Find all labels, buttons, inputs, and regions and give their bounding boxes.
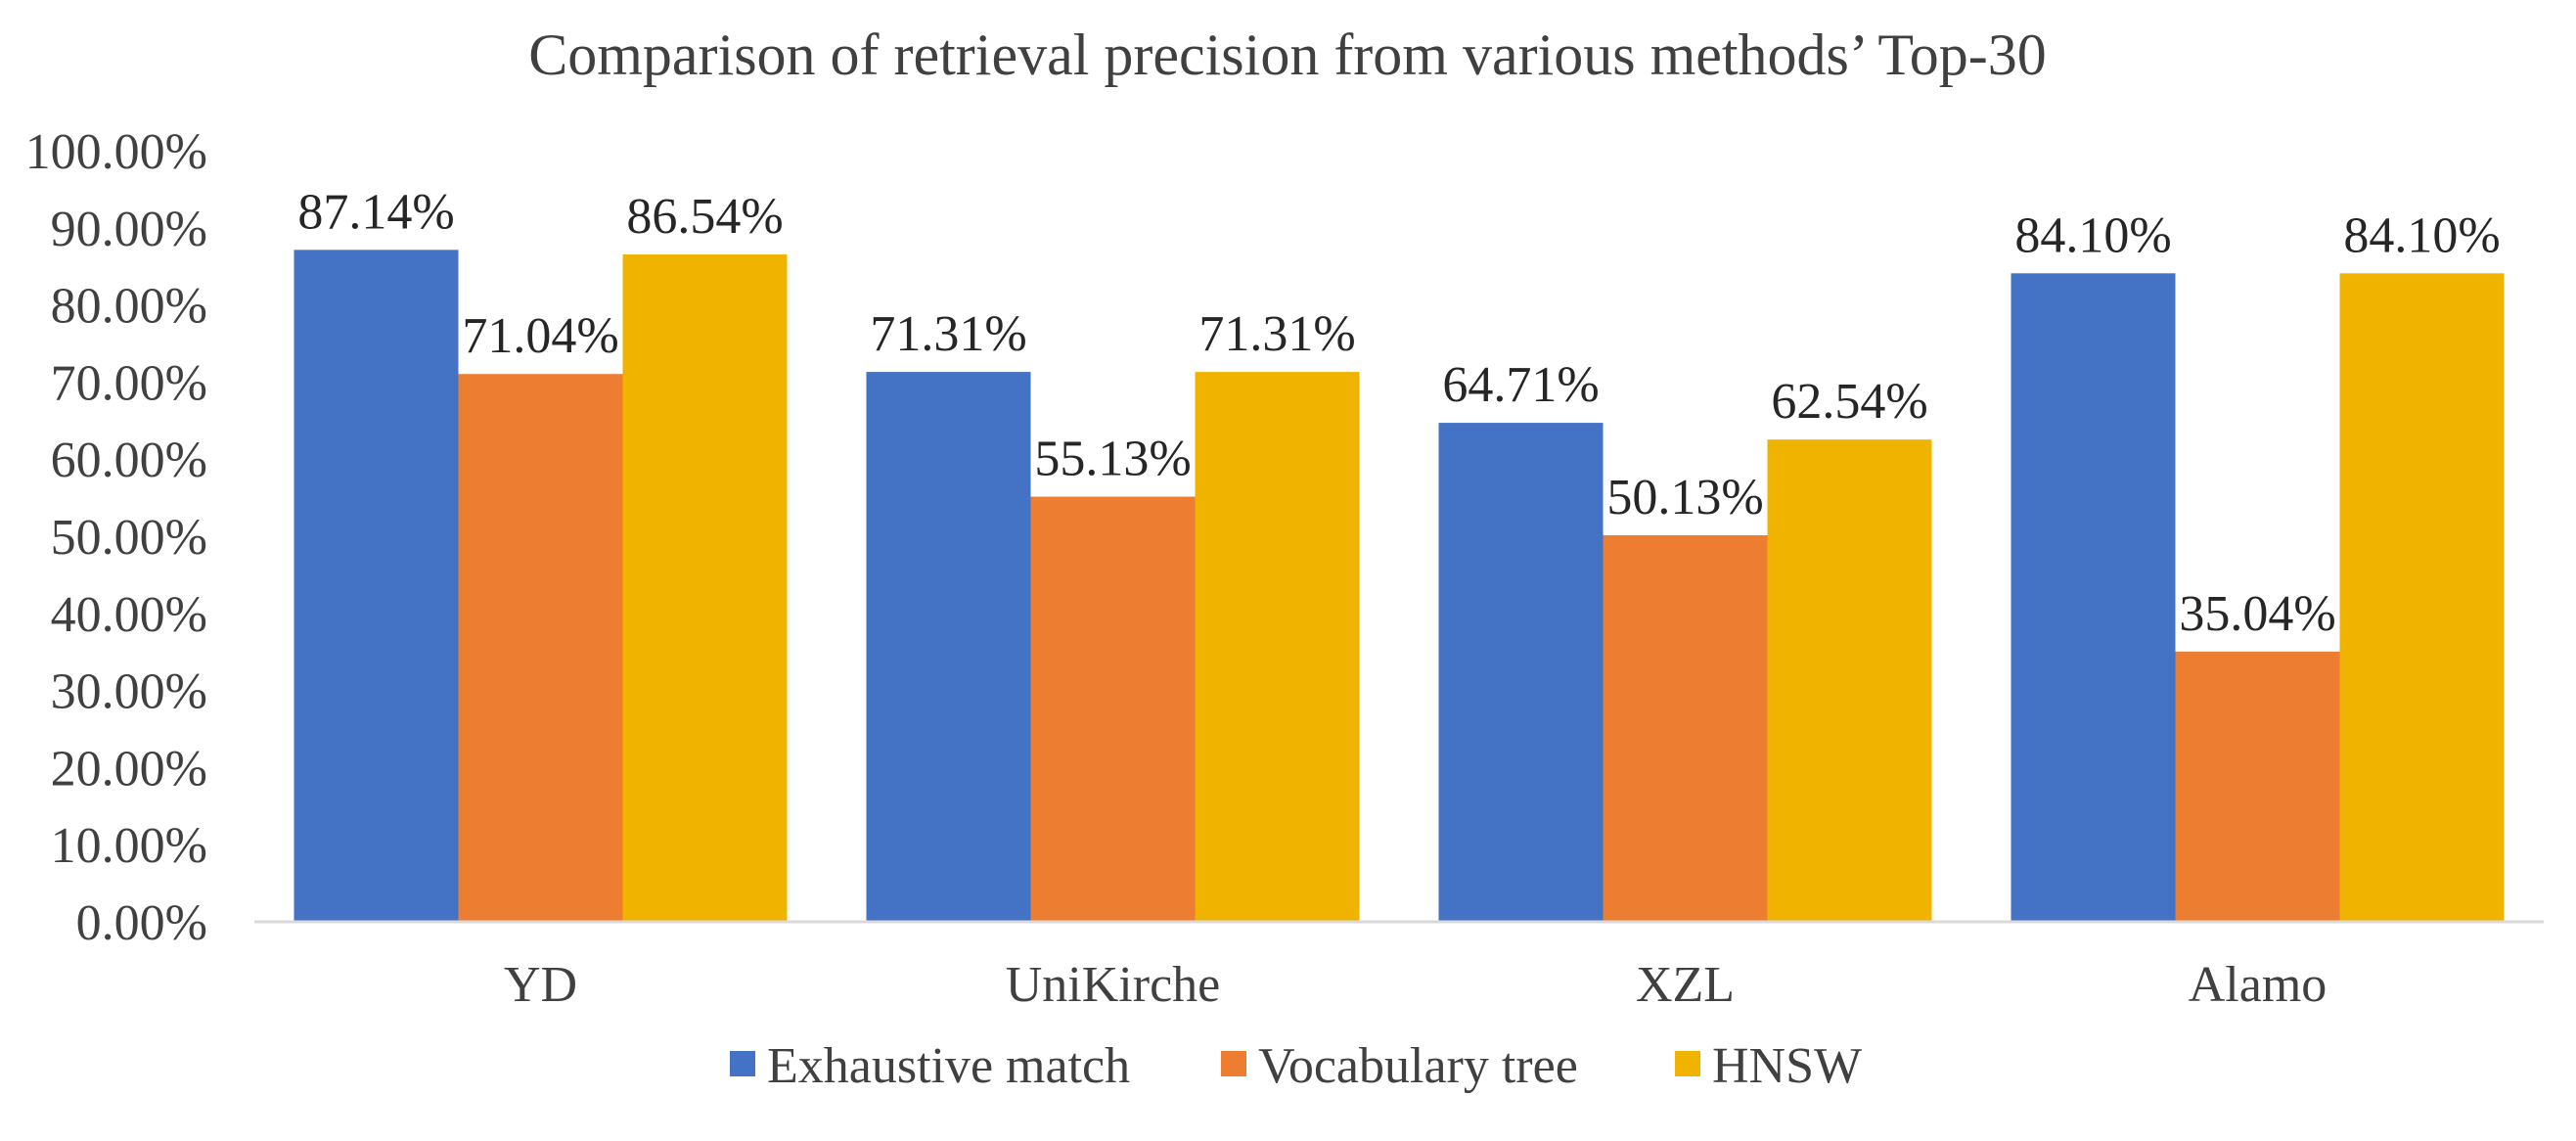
bar-exhaustive-match bbox=[294, 250, 459, 923]
bar-exhaustive-match bbox=[866, 372, 1031, 922]
legend-label: Vocabulary tree bbox=[1258, 1038, 1578, 1094]
legend-label: HNSW bbox=[1712, 1038, 1862, 1094]
legend-label: Exhaustive match bbox=[767, 1038, 1130, 1094]
y-tick-label: 40.00% bbox=[51, 587, 207, 643]
y-tick-label: 10.00% bbox=[51, 818, 207, 874]
bar-groups bbox=[294, 250, 2505, 923]
legend: Exhaustive match Vocabulary tree HNSW bbox=[730, 1038, 1862, 1094]
legend-swatch bbox=[730, 1051, 755, 1076]
data-label: 87.14% bbox=[297, 184, 454, 240]
x-category-label: YD bbox=[504, 957, 577, 1013]
legend-swatch bbox=[1675, 1051, 1700, 1076]
y-tick-label: 100.00% bbox=[25, 124, 207, 180]
y-tick-label: 90.00% bbox=[51, 202, 207, 257]
bar-exhaustive-match bbox=[2011, 273, 2176, 922]
x-category-label: UniKirche bbox=[1006, 957, 1220, 1013]
x-category-label: XZL bbox=[1636, 957, 1735, 1013]
bar-hnsw bbox=[2339, 273, 2505, 922]
y-tick-label: 30.00% bbox=[51, 664, 207, 720]
y-tick-label: 80.00% bbox=[51, 279, 207, 335]
data-label: 71.31% bbox=[1198, 306, 1355, 362]
x-axis: YD UniKirche XZL Alamo bbox=[504, 957, 2327, 1013]
bar-vocabulary-tree bbox=[2175, 651, 2340, 922]
bar-exhaustive-match bbox=[1438, 423, 1604, 922]
y-tick-label: 70.00% bbox=[51, 355, 207, 411]
chart-title: Comparison of retrieval precision from v… bbox=[528, 23, 2047, 87]
data-label: 71.31% bbox=[870, 306, 1026, 362]
bar-vocabulary-tree bbox=[1603, 534, 1768, 922]
data-labels: 87.14% 71.04% 86.54% 71.31% 55.13% 71.31% 64.7… bbox=[297, 184, 2500, 642]
data-label: 35.04% bbox=[2179, 586, 2335, 642]
bar-hnsw bbox=[622, 254, 788, 922]
y-axis: 0.00% 10.00% 20.00% 30.00% 40.00% 50.00% 60.00… bbox=[25, 124, 207, 951]
bar-hnsw bbox=[1767, 439, 1932, 922]
bar-hnsw bbox=[1195, 372, 1360, 922]
data-label: 84.10% bbox=[2343, 207, 2500, 263]
x-category-label: Alamo bbox=[2189, 957, 2327, 1013]
data-label: 62.54% bbox=[1771, 374, 1927, 430]
bar-vocabulary-tree bbox=[458, 374, 623, 922]
y-tick-label: 20.00% bbox=[51, 741, 207, 797]
data-label: 55.13% bbox=[1034, 432, 1191, 487]
y-tick-label: 0.00% bbox=[76, 895, 207, 951]
y-tick-label: 60.00% bbox=[51, 433, 207, 488]
legend-swatch bbox=[1221, 1051, 1246, 1076]
data-label: 86.54% bbox=[626, 189, 783, 245]
data-label: 71.04% bbox=[462, 308, 618, 364]
data-label: 50.13% bbox=[1606, 470, 1763, 525]
data-label: 64.71% bbox=[1442, 357, 1599, 413]
bar-vocabulary-tree bbox=[1030, 496, 1196, 922]
data-label: 84.10% bbox=[2014, 207, 2171, 263]
y-tick-label: 50.00% bbox=[51, 510, 207, 566]
